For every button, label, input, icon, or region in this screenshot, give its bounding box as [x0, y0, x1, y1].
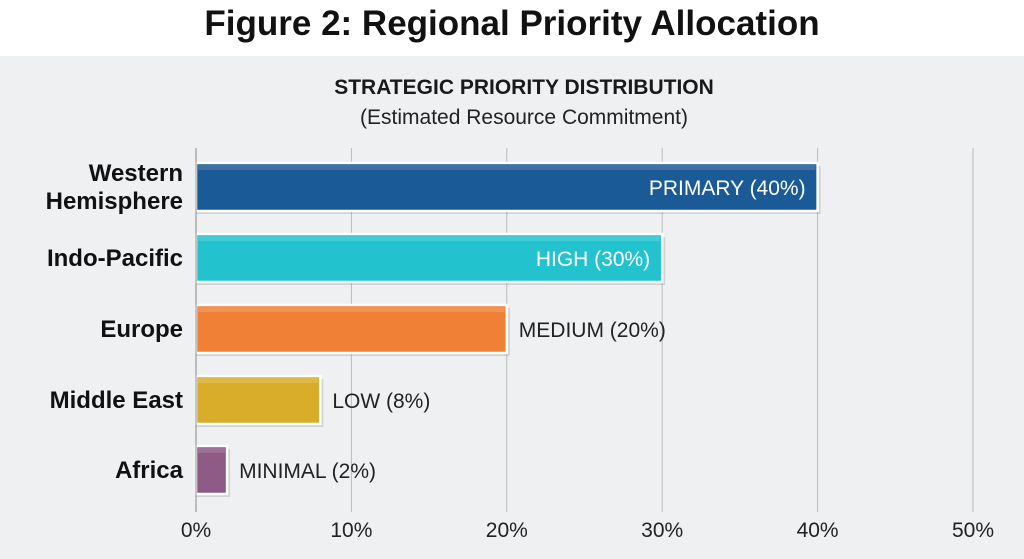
data-label: PRIMARY (40%) [649, 177, 806, 200]
x-tick-label: 0% [181, 519, 211, 542]
data-label: LOW (8%) [332, 390, 430, 413]
category-label: Western [89, 160, 183, 187]
x-tick-label: 50% [952, 519, 994, 542]
bar-highlight [198, 165, 816, 170]
data-label: HIGH (30%) [536, 248, 650, 271]
chart-title: Figure 2: Regional Priority Allocation [204, 4, 820, 43]
data-label: MEDIUM (20%) [519, 319, 666, 342]
category-label: Hemisphere [46, 188, 183, 215]
bar [194, 444, 229, 496]
bar [194, 374, 322, 426]
category-label: Indo-Pacific [47, 245, 183, 272]
category-label: Africa [115, 457, 184, 484]
bar-highlight [198, 307, 505, 312]
chart-subtitle-secondary: (Estimated Resource Commitment) [360, 106, 688, 129]
category-label: Europe [100, 316, 183, 343]
title-band [0, 0, 1024, 56]
bar-highlight [198, 448, 226, 453]
bar-highlight [198, 236, 661, 241]
chart-subtitle: STRATEGIC PRIORITY DISTRIBUTION [334, 76, 714, 99]
data-label: MINIMAL (2%) [239, 460, 376, 483]
x-tick-label: 40% [797, 519, 839, 542]
category-label: Middle East [50, 387, 183, 414]
x-tick-label: 20% [486, 519, 528, 542]
bar-highlight [198, 378, 319, 383]
x-tick-label: 30% [641, 519, 683, 542]
x-tick-label: 10% [330, 519, 372, 542]
bar [194, 303, 509, 355]
